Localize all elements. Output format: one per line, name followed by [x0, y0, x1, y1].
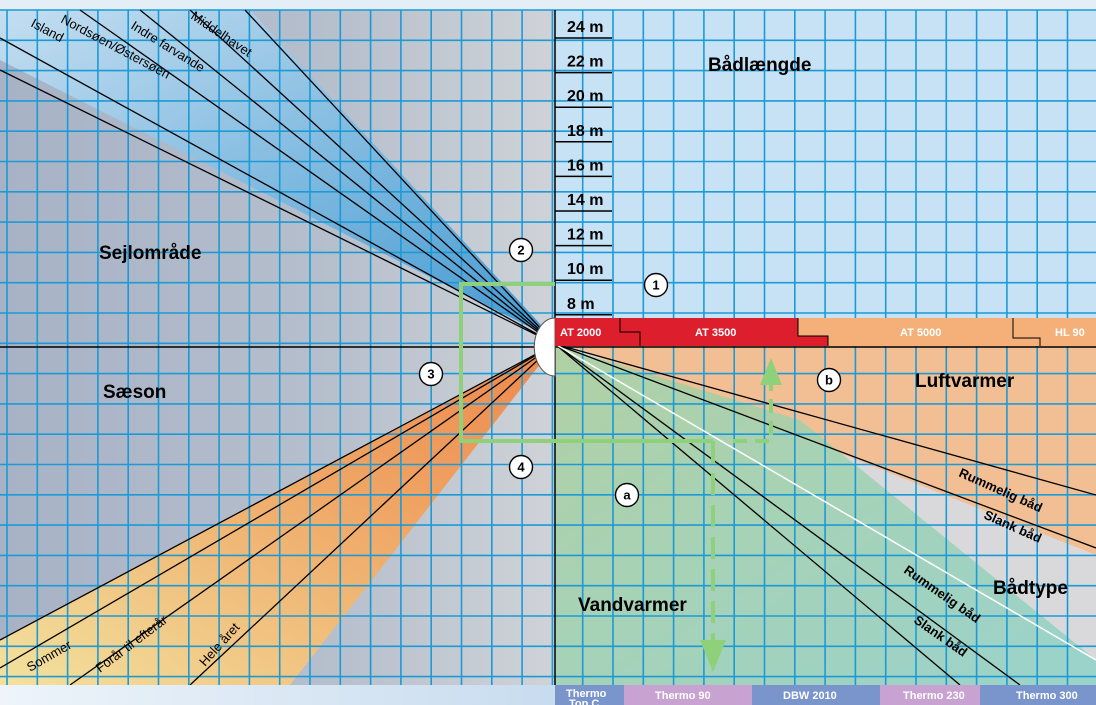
air-product-at3500: AT 3500 [695, 327, 736, 339]
length-label: 8 m [567, 296, 595, 313]
length-label: 24 m [567, 19, 603, 36]
water-product-thermo230: Thermo 230 [903, 690, 965, 702]
air-product-hl90: HL 90 [1055, 327, 1085, 339]
air-product-at2000: AT 2000 [560, 327, 601, 339]
step-marker-4: 4 [508, 454, 534, 480]
water-product-dbw2010: DBW 2010 [783, 690, 837, 702]
hub [533, 317, 556, 377]
step-marker-b: b [816, 367, 842, 393]
label-air-heater: Luftvarmer [915, 371, 1015, 392]
length-label: 20 m [567, 88, 603, 105]
air-product-at3500-area [620, 318, 828, 346]
svg-text:1: 1 [652, 278, 659, 293]
step-marker-1: 1 [643, 272, 669, 298]
water-product-thermo90: Thermo 90 [655, 690, 711, 702]
arrow-up [760, 358, 782, 385]
svg-text:a: a [623, 488, 631, 503]
svg-text:2: 2 [517, 243, 524, 258]
step-marker-3: 3 [418, 361, 444, 387]
step-marker-2: 2 [508, 237, 534, 263]
length-label: 12 m [567, 227, 603, 244]
length-label: 16 m [567, 157, 603, 174]
length-label: 22 m [567, 54, 603, 71]
water-product-thermo-top-c: Thermo Top C [566, 688, 607, 705]
label-sailing-area: Sejlområde [99, 243, 201, 264]
length-label: 18 m [567, 123, 603, 140]
length-label: 14 m [567, 192, 603, 209]
season-fan [0, 345, 555, 685]
air-product-at5000: AT 5000 [900, 327, 941, 339]
step-markers: 1 2 3 4 a b [418, 237, 842, 508]
label-boat-type: Bådtype [993, 578, 1068, 599]
arrow-down [700, 640, 726, 672]
air-product-at2000-area [555, 318, 640, 346]
label-boat-length: Bådlængde [708, 55, 811, 76]
svg-text:4: 4 [517, 460, 525, 475]
svg-text:b: b [825, 373, 833, 388]
length-label: 10 m [567, 261, 603, 278]
sailing-area-fan [0, 10, 555, 340]
label-water-heater: Vandvarmer [578, 595, 687, 616]
step-marker-a: a [614, 482, 640, 508]
water-product-thermo300: Thermo 300 [1016, 690, 1078, 702]
svg-text:3: 3 [427, 367, 434, 382]
label-season: Sæson [103, 382, 166, 403]
length-scale: 24 m 22 m 20 m 18 m 16 m 14 m 12 m 10 m 8 m [555, 19, 612, 316]
selection-path [459, 282, 773, 640]
